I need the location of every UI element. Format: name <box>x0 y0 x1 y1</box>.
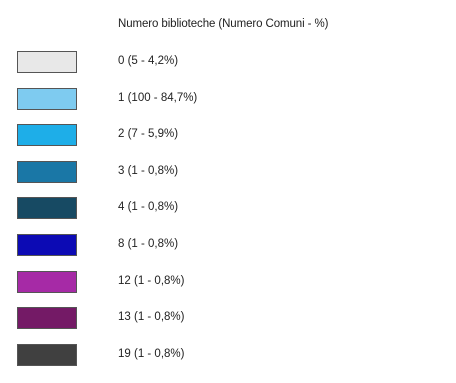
legend-label: 0 (5 - 4,2%) <box>118 55 179 67</box>
legend-label: 2 (7 - 5,9%) <box>118 128 179 140</box>
legend-item: 0 (5 - 4,2%) <box>0 51 456 75</box>
legend-item: 4 (1 - 0,8%) <box>0 197 456 221</box>
legend-swatch <box>17 161 77 183</box>
legend-label: 13 (1 - 0,8%) <box>118 311 185 323</box>
legend-swatch <box>17 197 77 219</box>
legend-item: 19 (1 - 0,8%) <box>0 344 456 368</box>
legend-swatch <box>17 271 77 293</box>
legend-label: 1 (100 - 84,7%) <box>118 92 198 104</box>
legend-swatch <box>17 124 77 146</box>
legend-item: 13 (1 - 0,8%) <box>0 307 456 331</box>
legend-item: 2 (7 - 5,9%) <box>0 124 456 148</box>
legend-item: 1 (100 - 84,7%) <box>0 88 456 112</box>
legend-swatch <box>17 344 77 366</box>
legend-swatch <box>17 51 77 73</box>
legend-item: 12 (1 - 0,8%) <box>0 271 456 295</box>
legend-label: 4 (1 - 0,8%) <box>118 201 179 213</box>
legend-label: 3 (1 - 0,8%) <box>118 165 179 177</box>
legend-item: 3 (1 - 0,8%) <box>0 161 456 185</box>
legend-swatch <box>17 234 77 256</box>
legend-item: 8 (1 - 0,8%) <box>0 234 456 258</box>
legend-swatch <box>17 88 77 110</box>
legend-swatch <box>17 307 77 329</box>
legend-label: 19 (1 - 0,8%) <box>118 348 185 360</box>
legend-label: 8 (1 - 0,8%) <box>118 238 179 250</box>
legend-label: 12 (1 - 0,8%) <box>118 275 185 287</box>
legend-title: Numero biblioteche (Numero Comuni - %) <box>118 18 329 30</box>
